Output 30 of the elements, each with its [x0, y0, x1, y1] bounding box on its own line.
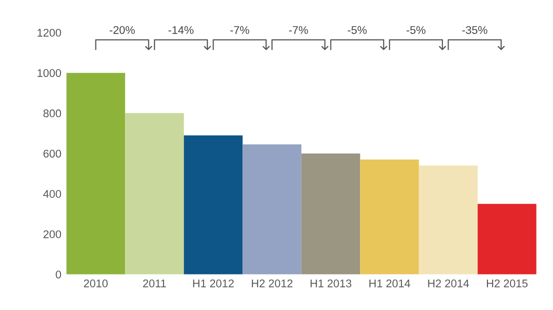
annotation: -7%: [289, 26, 308, 34]
bar: [478, 204, 536, 274]
y-tick-label: 0: [56, 270, 62, 278]
bar: [242, 144, 302, 274]
bar: [301, 153, 360, 274]
annotation: -5%: [348, 26, 367, 34]
y-tick-label: 1000: [38, 69, 62, 77]
x-tick-label: H2 2014: [428, 280, 469, 288]
x-tick-label: 2010: [84, 280, 108, 288]
bar: [418, 166, 478, 274]
annotation: -14%: [168, 26, 194, 34]
y-tick-label: 600: [44, 150, 62, 158]
y-tick-label: 1200: [38, 28, 62, 37]
x-tick-label: H1 2012: [193, 280, 234, 288]
y-tick-label: 800: [43, 109, 62, 118]
bar: [125, 113, 184, 274]
y-tick-label: 400: [43, 190, 62, 198]
annotation: -20%: [110, 26, 135, 34]
annotation: -7%: [230, 26, 250, 34]
x-tick-label: H2 2012: [252, 280, 292, 288]
bar: [66, 72, 126, 274]
annotation: -5%: [406, 26, 426, 34]
bar: [360, 159, 419, 274]
x-tick-label: H2 2015: [486, 280, 528, 288]
bar: [184, 135, 243, 274]
x-tick-label: H1 2014: [369, 280, 410, 288]
x-tick-label: 2011: [143, 280, 166, 288]
annotation: -35%: [462, 26, 488, 34]
y-tick-label: 200: [44, 230, 62, 238]
x-tick-label: H1 2013: [310, 280, 352, 288]
